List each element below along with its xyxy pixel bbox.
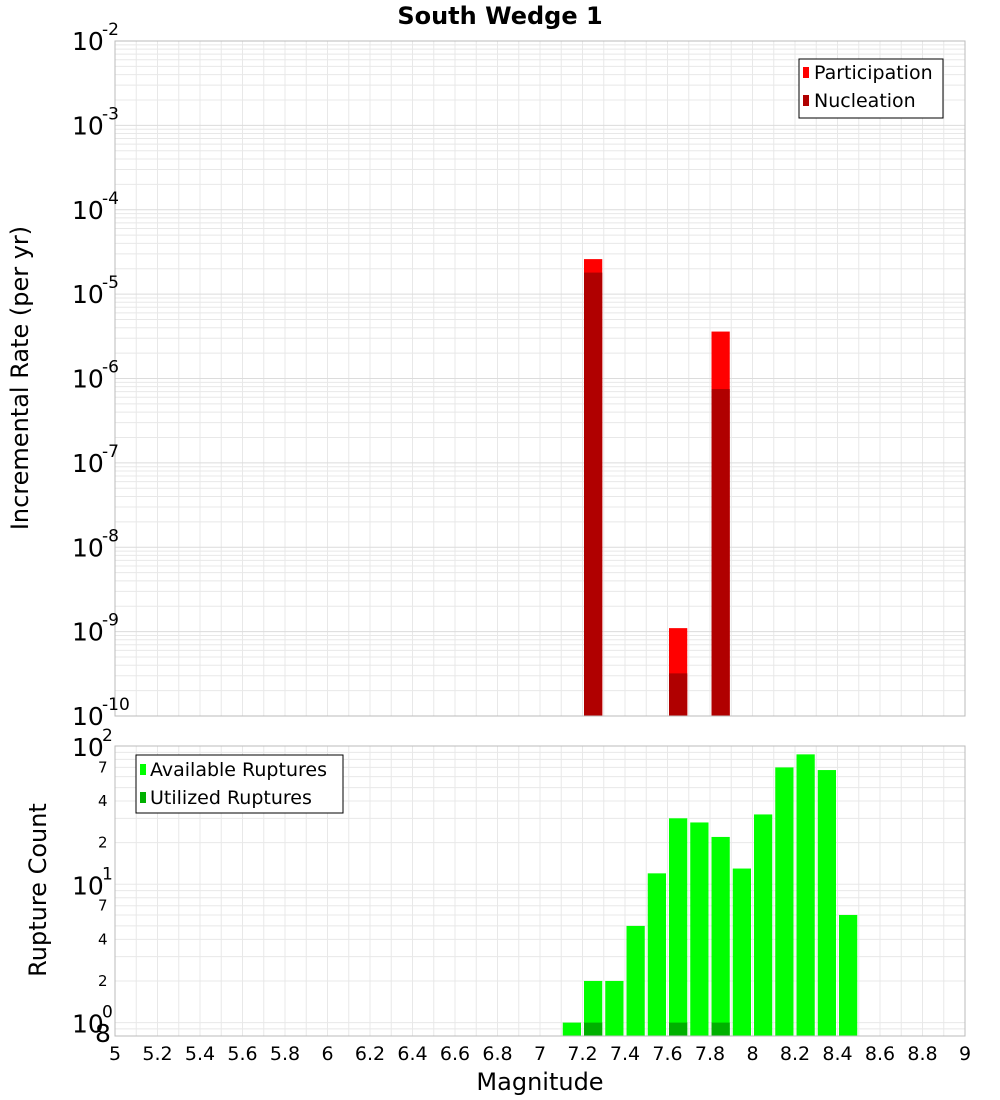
bottom-y-minor-tick-label: 4 — [98, 930, 108, 948]
top-y-tick-exponent: -8 — [102, 526, 119, 546]
available-legend-swatch — [140, 764, 146, 775]
utilized-legend-label: Utilized Ruptures — [150, 787, 312, 809]
bottom-y-tick-exponent: 1 — [102, 864, 113, 884]
top-plot-frame — [114, 40, 966, 717]
x-tick-label: 8.6 — [865, 1043, 895, 1065]
utilized-legend-swatch — [140, 792, 146, 803]
available-ruptures-bar — [732, 868, 751, 1036]
top-y-tick-exponent: -6 — [102, 358, 119, 378]
bottom-legend-box — [135, 754, 344, 814]
available-ruptures-bar — [690, 822, 709, 1036]
available-ruptures-bar — [626, 925, 645, 1036]
available-ruptures-bar — [839, 914, 858, 1036]
top-y-tick-exponent: -4 — [102, 189, 119, 209]
utilized-ruptures-bar — [584, 1022, 603, 1036]
x-tick-label: 8.4 — [822, 1043, 852, 1065]
x-tick-label: 6.2 — [355, 1043, 385, 1065]
available-ruptures-bar — [775, 767, 794, 1036]
top-legend: Participation Nucleation — [798, 58, 944, 119]
bottom-y-minor-tick-label: 8 — [95, 1019, 111, 1048]
top-y-tick-base: 10 — [72, 618, 104, 647]
top-y-tick-base: 10 — [72, 196, 104, 225]
available-legend-label: Available Ruptures — [150, 759, 327, 781]
bottom-y-minor-tick-label: 7 — [98, 897, 108, 915]
utilized-ruptures-bar — [711, 1022, 730, 1036]
utilized-ruptures-bar — [669, 1022, 688, 1036]
x-tick-label: 5.6 — [227, 1043, 257, 1065]
available-ruptures-bar — [669, 818, 688, 1036]
bottom-plot-frame — [114, 745, 966, 1037]
participation-legend-label: Participation — [814, 62, 933, 84]
top-legend-box — [798, 58, 944, 119]
bottom-y-tick-exponent: 0 — [102, 1003, 113, 1023]
top-y-tick-exponent: -2 — [102, 20, 119, 40]
x-tick-label: 5.2 — [142, 1043, 172, 1065]
x-tick-label: 7.8 — [695, 1043, 725, 1065]
available-ruptures-bar — [711, 836, 730, 1036]
bottom-y-tick-base: 10 — [72, 733, 104, 762]
available-ruptures-bar — [647, 873, 666, 1036]
available-ruptures-bar — [562, 1022, 581, 1036]
bottom-legend: Available Ruptures Utilized Ruptures — [135, 754, 344, 814]
x-tick-label: 6.4 — [397, 1043, 427, 1065]
x-tick-label: 5.4 — [185, 1043, 215, 1065]
participation-legend-swatch — [803, 67, 809, 78]
x-tick-label: 7.4 — [610, 1043, 640, 1065]
bottom-y-minor-tick-label: 7 — [98, 758, 108, 776]
nucleation-legend-label: Nucleation — [814, 90, 916, 112]
top-y-tick-base: 10 — [72, 533, 104, 562]
x-tick-label: 9 — [959, 1043, 971, 1065]
bottom-y-minor-tick-label: 4 — [98, 792, 108, 810]
x-tick-label: 5.8 — [270, 1043, 300, 1065]
available-ruptures-bar — [584, 980, 603, 1036]
top-y-tick-base: 10 — [72, 365, 104, 394]
x-tick-label: 8 — [746, 1043, 758, 1065]
x-tick-label: 5 — [109, 1043, 121, 1065]
top-y-tick-base: 10 — [72, 449, 104, 478]
nucleation-bar — [584, 272, 603, 716]
x-tick-label: 6 — [321, 1043, 333, 1065]
top-y-tick-exponent: -9 — [102, 611, 119, 631]
nucleation-legend-swatch — [803, 95, 809, 106]
bottom-y-minor-tick-label: 2 — [98, 834, 108, 852]
x-tick-label: 7 — [534, 1043, 546, 1065]
x-tick-label: 8.8 — [907, 1043, 937, 1065]
top-plot: 10-210-310-410-510-610-710-810-910-10Par… — [72, 20, 966, 731]
top-y-tick-base: 10 — [72, 280, 104, 309]
available-ruptures-bar — [605, 980, 624, 1036]
bottom-y-axis-label: Rupture Count — [24, 803, 52, 977]
x-tick-label: 7.2 — [567, 1043, 597, 1065]
top-y-tick-base: 10 — [72, 111, 104, 140]
available-ruptures-bar — [796, 754, 815, 1036]
top-y-tick-exponent: -3 — [102, 104, 119, 124]
top-y-tick-exponent: -10 — [102, 695, 130, 715]
chart-title: South Wedge 1 — [397, 2, 602, 30]
bottom-y-tick-exponent: 2 — [102, 726, 113, 746]
top-y-tick-exponent: -5 — [102, 273, 119, 293]
x-tick-label: 6.6 — [440, 1043, 470, 1065]
available-ruptures-bar — [817, 770, 836, 1036]
top-y-tick-base: 10 — [72, 702, 104, 731]
x-tick-label: 8.2 — [780, 1043, 810, 1065]
nucleation-bar — [711, 389, 730, 716]
x-tick-label: 7.6 — [652, 1043, 682, 1065]
x-tick-label: 6.8 — [482, 1043, 512, 1065]
bottom-y-tick-base: 10 — [72, 1010, 104, 1039]
available-ruptures-bar — [754, 814, 773, 1036]
top-y-axis-label: Incremental Rate (per yr) — [6, 226, 34, 530]
bottom-y-minor-tick-label: 2 — [98, 972, 108, 990]
nucleation-bar — [669, 673, 688, 716]
top-y-tick-exponent: -7 — [102, 442, 119, 462]
top-y-tick-base: 10 — [72, 27, 104, 56]
bottom-y-tick-base: 10 — [72, 871, 104, 900]
x-axis-label: Magnitude — [476, 1068, 603, 1096]
